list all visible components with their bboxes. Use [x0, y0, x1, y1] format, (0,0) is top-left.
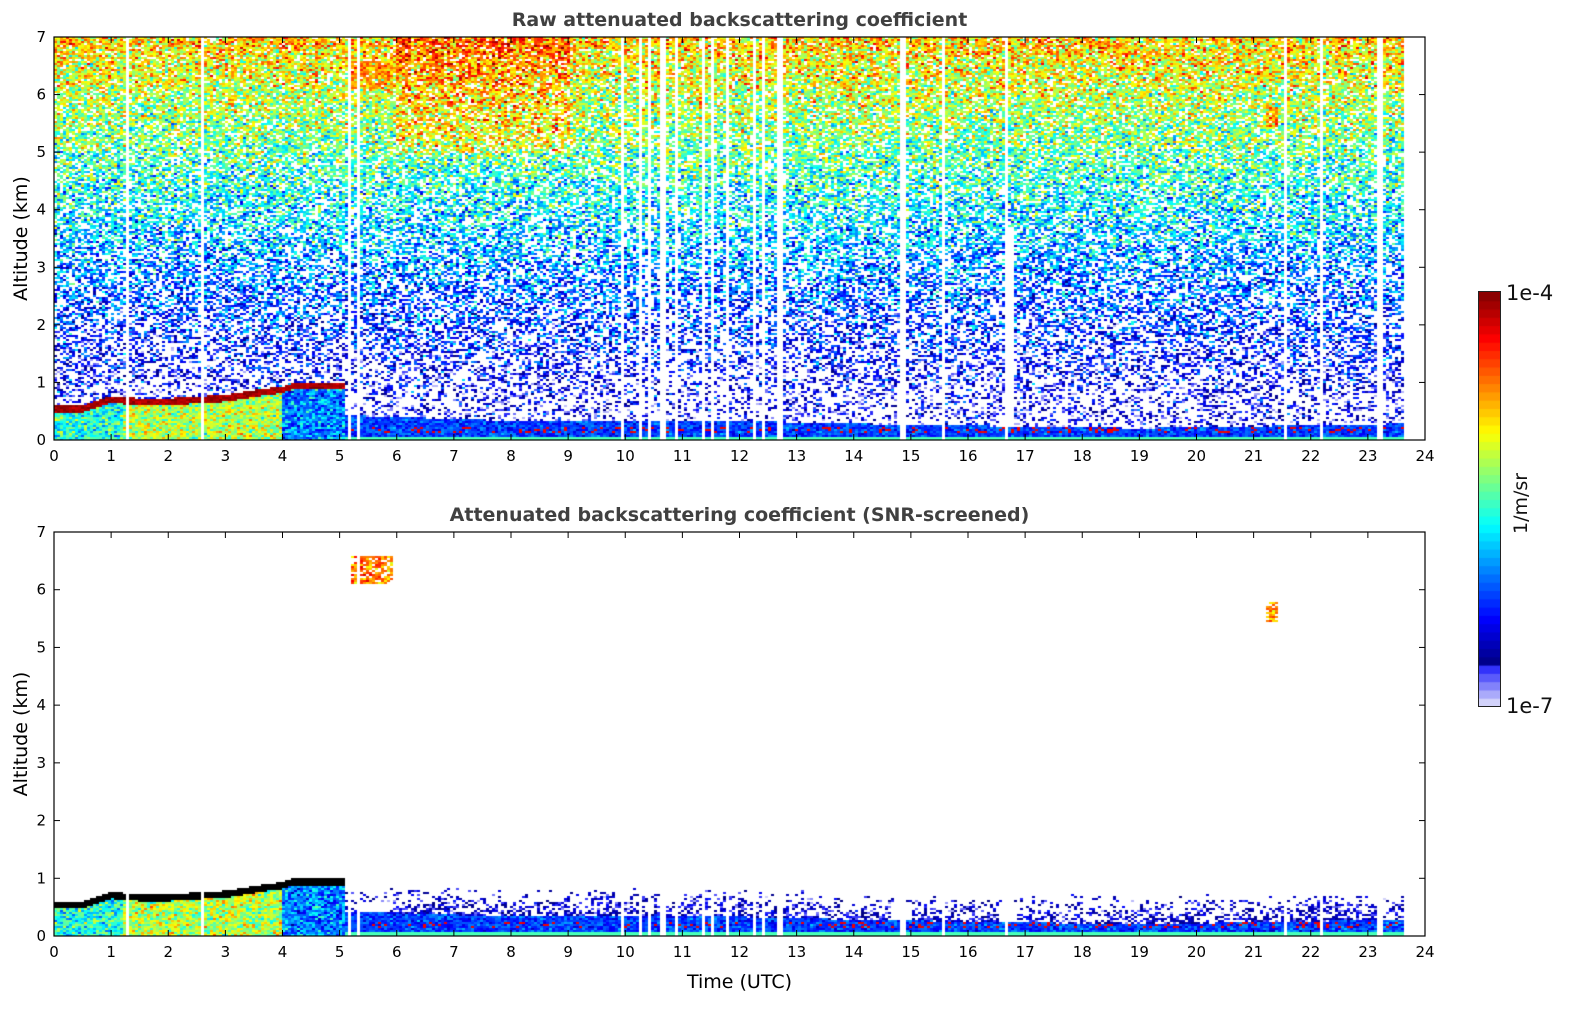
bottom-chart-title: Attenuated backscattering coefficient (S…: [449, 504, 1030, 526]
y-tick-label: 1: [36, 373, 46, 391]
x-tick-label: 19: [1130, 447, 1149, 465]
colorbar-unit-label: 1/m/sr: [1510, 472, 1532, 534]
x-tick-label: 7: [449, 447, 459, 465]
screened-backscatter-heatmap: [54, 532, 1425, 936]
y-tick-label: 3: [36, 754, 46, 772]
y-tick-label: 6: [36, 581, 46, 599]
x-tick-label: 7: [449, 943, 459, 961]
x-tick-label: 24: [1415, 943, 1434, 961]
x-tick-label: 15: [901, 447, 920, 465]
x-tick-label: 17: [1016, 447, 1035, 465]
y-tick-label: 1: [36, 869, 46, 887]
colorbar-min-label: 1e-7: [1506, 694, 1554, 718]
x-tick-label: 3: [221, 447, 231, 465]
y-tick-label: 4: [36, 696, 46, 714]
y-tick-label: 0: [36, 927, 46, 945]
x-tick-label: 1: [106, 447, 116, 465]
x-tick-label: 0: [49, 943, 59, 961]
x-tick-label: 16: [958, 447, 977, 465]
y-tick-label: 3: [36, 258, 46, 276]
x-tick-label: 20: [1187, 943, 1206, 961]
plot-frame: [53, 36, 1426, 441]
x-tick-label: 17: [1016, 943, 1035, 961]
y-axis-label: Altitude (km): [10, 672, 32, 797]
colorbar: [1478, 291, 1501, 707]
x-tick-label: 9: [563, 447, 573, 465]
x-tick-label: 6: [392, 447, 402, 465]
x-tick-label: 3: [221, 943, 231, 961]
x-tick-label: 2: [163, 447, 173, 465]
x-tick-label: 15: [901, 943, 920, 961]
x-tick-label: 12: [730, 447, 749, 465]
x-tick-label: 20: [1187, 447, 1206, 465]
x-tick-label: 19: [1130, 943, 1149, 961]
x-tick-label: 5: [335, 943, 345, 961]
y-tick-label: 6: [36, 86, 46, 104]
x-tick-label: 10: [616, 447, 635, 465]
y-tick-label: 2: [36, 812, 46, 830]
x-tick-label: 21: [1244, 943, 1263, 961]
x-axis-label: Time (UTC): [686, 971, 792, 993]
x-tick-label: 13: [787, 447, 806, 465]
x-tick-label: 16: [958, 943, 977, 961]
plot-frame: [53, 531, 1426, 937]
x-tick-label: 10: [616, 943, 635, 961]
x-tick-label: 14: [844, 943, 863, 961]
x-tick-label: 22: [1301, 943, 1320, 961]
x-tick-label: 9: [563, 943, 573, 961]
x-tick-label: 14: [844, 447, 863, 465]
x-tick-label: 11: [673, 943, 692, 961]
y-tick-label: 7: [36, 523, 46, 541]
x-tick-label: 24: [1415, 447, 1434, 465]
x-tick-label: 12: [730, 943, 749, 961]
x-tick-label: 13: [787, 943, 806, 961]
y-tick-label: 2: [36, 316, 46, 334]
x-tick-label: 4: [278, 943, 288, 961]
x-tick-label: 4: [278, 447, 288, 465]
x-tick-label: 23: [1358, 943, 1377, 961]
x-tick-label: 8: [506, 447, 516, 465]
y-tick-label: 5: [36, 143, 46, 161]
y-tick-label: 4: [36, 201, 46, 219]
x-tick-label: 11: [673, 447, 692, 465]
y-tick-label: 5: [36, 638, 46, 656]
colorbar-max-label: 1e-4: [1506, 281, 1554, 305]
x-tick-label: 21: [1244, 447, 1263, 465]
y-tick-label: 7: [36, 28, 46, 46]
x-tick-label: 5: [335, 447, 345, 465]
y-axis-label: Altitude (km): [10, 176, 32, 301]
top-chart-title: Raw attenuated backscattering coefficien…: [511, 9, 968, 31]
x-tick-label: 2: [163, 943, 173, 961]
y-tick-label: 0: [36, 431, 46, 449]
x-tick-label: 1: [106, 943, 116, 961]
x-tick-label: 23: [1358, 447, 1377, 465]
x-tick-label: 18: [1073, 943, 1092, 961]
x-tick-label: 8: [506, 943, 516, 961]
x-tick-label: 18: [1073, 447, 1092, 465]
x-tick-label: 0: [49, 447, 59, 465]
raw-backscatter-heatmap: [54, 37, 1425, 440]
x-tick-label: 22: [1301, 447, 1320, 465]
x-tick-label: 6: [392, 943, 402, 961]
